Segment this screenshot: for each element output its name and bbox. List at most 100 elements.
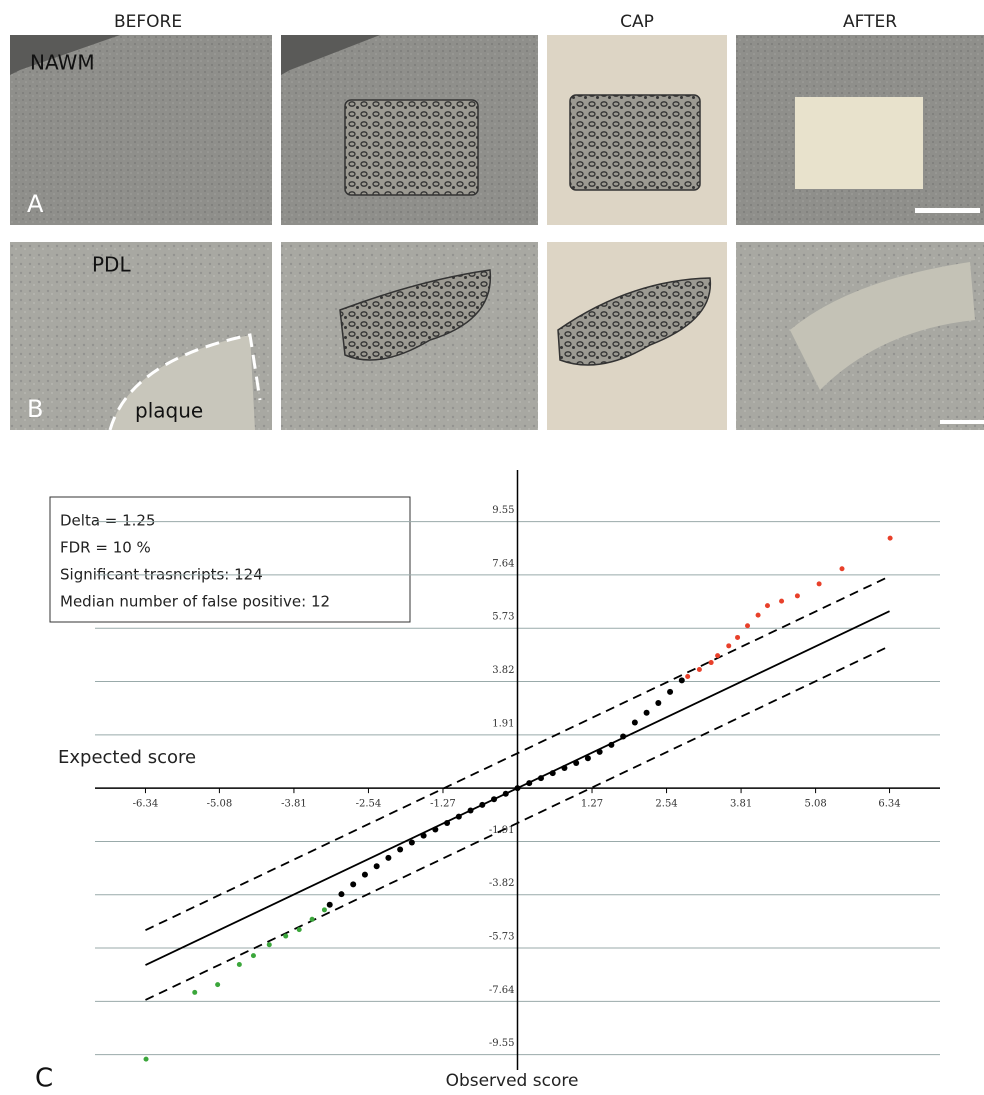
data-point xyxy=(708,660,714,666)
data-point xyxy=(667,688,674,695)
x-axis-label: Observed score xyxy=(446,1071,579,1091)
removed-region xyxy=(790,262,975,390)
data-point xyxy=(385,854,392,861)
info-line: Median number of false positive: 12 xyxy=(60,593,330,611)
panel-label: C xyxy=(35,1064,53,1092)
cut-region xyxy=(344,99,479,196)
data-point xyxy=(420,832,427,839)
data-point xyxy=(321,907,327,913)
region-label: PDL xyxy=(92,253,131,277)
x-tick-label: -3.81 xyxy=(281,799,307,810)
data-point xyxy=(455,813,462,820)
data-point xyxy=(839,566,845,572)
data-point xyxy=(537,775,544,782)
data-point xyxy=(236,962,242,968)
data-point xyxy=(643,709,650,716)
data-point xyxy=(573,760,580,767)
data-point xyxy=(444,820,451,827)
data-point xyxy=(266,942,272,948)
x-tick-label: -2.54 xyxy=(356,799,382,810)
x-tick-label: 2.54 xyxy=(655,799,677,810)
y-axis-label: Expected score xyxy=(58,747,196,768)
x-tick-label: 5.08 xyxy=(804,799,826,810)
plaque-area xyxy=(110,335,255,430)
tissue-edge xyxy=(10,35,120,75)
data-point xyxy=(631,719,638,726)
y-tick-label: -3.82 xyxy=(489,878,515,889)
data-point xyxy=(887,535,893,541)
data-point xyxy=(779,598,785,604)
data-point xyxy=(361,871,368,878)
data-point xyxy=(764,603,770,609)
data-point xyxy=(296,927,302,933)
data-point xyxy=(432,826,439,833)
data-point xyxy=(143,1056,149,1062)
plaque-outline xyxy=(108,333,262,431)
data-point xyxy=(596,748,603,755)
data-point xyxy=(215,982,221,988)
data-point xyxy=(479,801,486,808)
data-point xyxy=(408,839,415,846)
panel-label: A xyxy=(27,190,44,218)
data-point xyxy=(309,916,315,922)
data-point xyxy=(338,891,345,898)
scale-bar xyxy=(915,208,980,213)
data-point xyxy=(726,643,732,649)
x-tick-label: -5.08 xyxy=(207,799,233,810)
scale-bar xyxy=(940,420,984,424)
panel-label: B xyxy=(27,395,43,423)
data-point xyxy=(283,933,289,939)
data-point xyxy=(816,581,822,587)
y-tick-label: -5.73 xyxy=(489,932,515,943)
data-point xyxy=(715,653,721,659)
region-label: NAWM xyxy=(30,51,95,75)
info-line: FDR = 10 % xyxy=(60,539,151,557)
data-point xyxy=(350,881,357,888)
data-point xyxy=(373,863,380,870)
data-point xyxy=(502,790,509,797)
data-point xyxy=(685,674,691,680)
x-tick-label: 1.27 xyxy=(581,799,603,810)
cut-region xyxy=(339,269,492,361)
data-point xyxy=(620,733,627,740)
y-tick-label: 3.82 xyxy=(492,665,514,676)
data-point xyxy=(467,807,474,814)
y-tick-label: 1.91 xyxy=(492,718,514,729)
delta-line xyxy=(145,645,890,1001)
x-tick-label: 3.81 xyxy=(730,799,752,810)
lesion-label: plaque xyxy=(135,399,203,423)
captured-tissue xyxy=(569,94,701,191)
data-point xyxy=(192,989,198,995)
data-point xyxy=(794,593,800,599)
data-point xyxy=(735,634,741,640)
tissue-edge xyxy=(281,35,380,75)
data-point xyxy=(678,677,685,684)
column-header: CAP xyxy=(620,12,654,32)
data-point xyxy=(745,623,751,629)
data-point xyxy=(326,901,333,908)
data-point xyxy=(584,755,591,762)
delta-line xyxy=(145,575,890,931)
info-line: Delta = 1.25 xyxy=(60,512,156,530)
data-point xyxy=(608,741,615,748)
data-point xyxy=(755,612,761,618)
data-point xyxy=(526,780,533,787)
y-tick-label: 7.64 xyxy=(492,558,514,569)
removed-region xyxy=(795,97,923,189)
y-tick-label: -9.55 xyxy=(489,1038,515,1049)
x-tick-label: -1.27 xyxy=(430,799,456,810)
data-point xyxy=(549,770,556,777)
data-point xyxy=(491,796,498,803)
data-point xyxy=(397,846,404,853)
y-tick-label: -7.64 xyxy=(489,985,515,996)
y-tick-label: 9.55 xyxy=(492,505,514,516)
x-tick-label: 6.34 xyxy=(878,799,900,810)
data-point xyxy=(655,700,662,707)
info-box xyxy=(49,496,411,623)
column-header: AFTER xyxy=(843,12,897,32)
captured-tissue xyxy=(557,277,712,366)
data-point xyxy=(514,785,521,792)
x-tick-label: -6.34 xyxy=(133,799,159,810)
data-point xyxy=(250,953,256,959)
